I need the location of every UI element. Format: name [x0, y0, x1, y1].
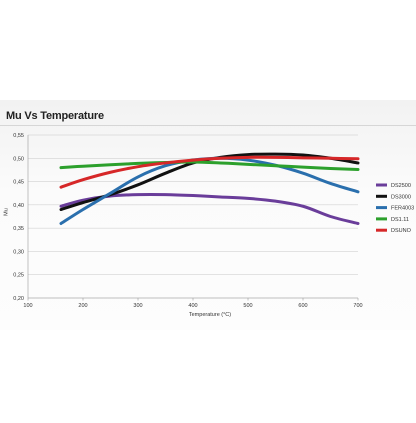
y-tick-label: 0,30 — [13, 249, 24, 255]
series-line-ds2500 — [59, 192, 360, 225]
x-tick-label: 100 — [23, 303, 32, 309]
legend-label-ds3000: DS3000 — [391, 194, 411, 200]
y-tick-label: 0,55 — [13, 133, 24, 139]
y-tick-label: 0,25 — [13, 273, 24, 279]
legend-label-fer4003: FER4003 — [391, 206, 414, 212]
x-tick-label: 700 — [353, 303, 362, 309]
y-tick-label: 0,20 — [13, 296, 24, 302]
x-tick-label: 200 — [78, 303, 87, 309]
chart-title: Mu Vs Temperature — [6, 110, 104, 122]
y-tick-label: 0,40 — [13, 203, 24, 209]
y-axis-label: Mu — [4, 208, 10, 216]
x-tick-label: 400 — [188, 303, 197, 309]
legend-label-dsuno: DSUNO — [391, 228, 412, 234]
title-divider — [0, 125, 416, 126]
x-tick-label: 300 — [133, 303, 142, 309]
series-line-dsuno — [59, 155, 360, 189]
x-tick-label: 500 — [243, 303, 252, 309]
x-tick-label: 600 — [298, 303, 307, 309]
axis-layer: 0,20 0,25 0,30 0,35 0,40 0,45 0,50 0,55 100 200 30… — [13, 133, 362, 309]
legend-label-ds2500: DS2500 — [391, 183, 411, 189]
legend: DS2500 DS3000 FER4003 DS1.11 DSUNO — [376, 183, 414, 234]
y-tick-label: 0,35 — [13, 226, 24, 232]
y-tick-label: 0,45 — [13, 180, 24, 186]
series-layer — [59, 152, 360, 225]
y-tick-label: 0,50 — [13, 156, 24, 162]
legend-label-ds1-11: DS1.11 — [391, 217, 409, 223]
series-line-ds1-11 — [59, 160, 360, 171]
x-axis-label: Temperature (°C) — [189, 312, 231, 318]
chart-panel — [0, 100, 416, 330]
